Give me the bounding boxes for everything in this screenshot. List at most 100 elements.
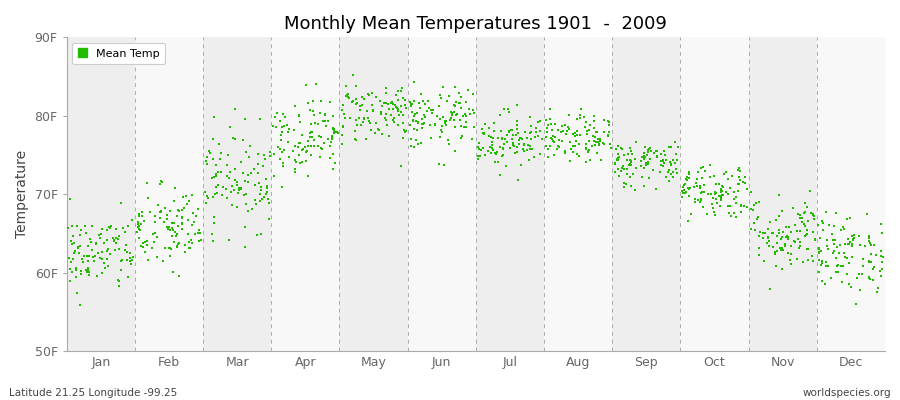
Point	[858, 243, 872, 250]
Point	[703, 162, 717, 168]
Point	[768, 249, 782, 255]
Point	[266, 173, 281, 180]
Point	[585, 143, 599, 149]
Point	[314, 133, 328, 140]
Point	[209, 172, 223, 179]
Point	[241, 172, 256, 178]
Point	[132, 211, 147, 218]
Point	[704, 191, 718, 197]
Point	[489, 151, 503, 158]
Point	[233, 185, 248, 191]
Point	[207, 114, 221, 121]
Point	[642, 175, 656, 182]
Point	[431, 103, 446, 109]
Point	[875, 230, 889, 236]
Point	[378, 115, 392, 122]
Point	[227, 186, 241, 193]
Point	[724, 185, 738, 191]
Point	[491, 149, 505, 155]
Point	[510, 130, 525, 136]
Point	[394, 88, 409, 94]
Point	[707, 189, 722, 195]
Point	[305, 129, 320, 136]
Point	[172, 273, 186, 279]
Point	[540, 125, 554, 131]
Point	[162, 245, 176, 251]
Point	[756, 230, 770, 236]
Point	[230, 182, 245, 188]
Point	[694, 196, 708, 203]
Point	[690, 183, 705, 190]
Point	[601, 129, 616, 136]
Point	[415, 116, 429, 122]
Point	[509, 122, 524, 128]
Point	[511, 177, 526, 183]
Point	[611, 166, 625, 172]
Point	[514, 134, 528, 141]
Point	[638, 144, 652, 150]
Point	[508, 150, 522, 156]
Point	[821, 263, 835, 270]
Point	[688, 198, 703, 205]
Point	[852, 271, 867, 278]
Point	[677, 182, 691, 188]
Point	[364, 127, 379, 133]
Point	[832, 250, 846, 256]
Point	[125, 254, 140, 260]
Point	[558, 148, 572, 155]
Point	[286, 148, 301, 154]
Point	[506, 132, 520, 138]
Point	[140, 257, 155, 264]
Point	[243, 169, 257, 176]
Point	[288, 142, 302, 149]
Point	[86, 258, 101, 264]
Point	[472, 140, 486, 146]
Point	[494, 136, 508, 142]
Point	[828, 236, 842, 243]
Point	[445, 110, 459, 117]
Point	[185, 240, 200, 246]
Point	[523, 130, 537, 137]
Point	[866, 277, 880, 283]
Point	[874, 272, 888, 279]
Point	[304, 120, 319, 127]
Point	[81, 267, 95, 274]
Point	[158, 244, 172, 251]
Point	[799, 231, 814, 237]
Point	[492, 112, 507, 118]
Point	[327, 130, 341, 136]
Point	[220, 194, 235, 201]
Point	[80, 268, 94, 275]
Point	[382, 106, 396, 112]
Point	[869, 252, 884, 258]
Point	[545, 133, 560, 140]
Point	[642, 146, 656, 152]
Point	[570, 128, 584, 134]
Point	[795, 215, 809, 221]
Point	[477, 130, 491, 136]
Point	[384, 112, 399, 118]
Point	[827, 241, 842, 247]
Point	[175, 214, 189, 220]
Point	[812, 246, 826, 252]
Point	[572, 153, 586, 159]
Point	[634, 154, 649, 160]
Point	[482, 132, 496, 139]
Point	[242, 154, 256, 160]
Point	[390, 105, 404, 111]
Point	[317, 140, 331, 146]
Point	[143, 209, 157, 215]
Bar	[476, 37, 544, 351]
Point	[392, 112, 406, 119]
Point	[63, 278, 77, 284]
Point	[640, 149, 654, 156]
Point	[835, 224, 850, 230]
Point	[289, 159, 303, 165]
Point	[292, 151, 306, 158]
Point	[395, 95, 410, 101]
Point	[356, 119, 370, 125]
Point	[94, 269, 109, 276]
Point	[459, 99, 473, 106]
Point	[109, 226, 123, 232]
Bar	[612, 37, 680, 351]
